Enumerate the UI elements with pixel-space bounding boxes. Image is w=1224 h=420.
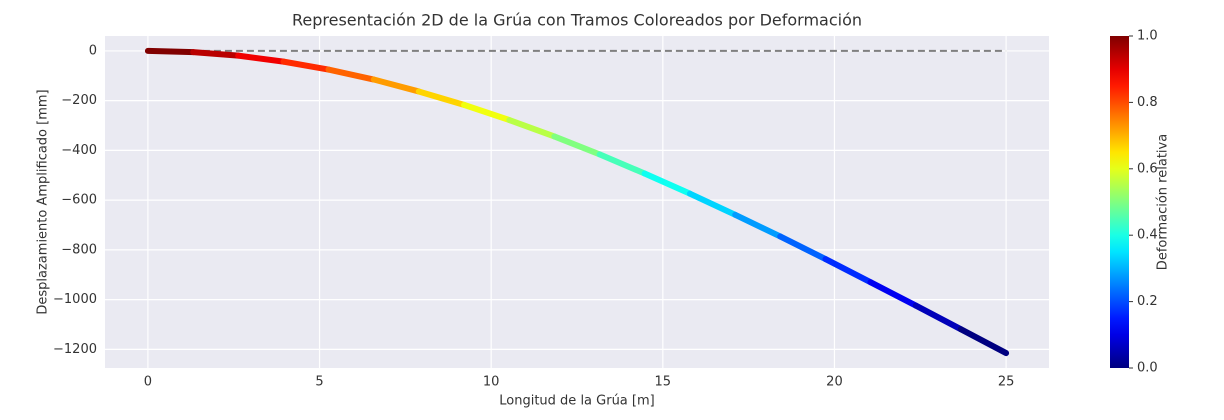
crane-segment — [144, 47, 197, 56]
crane-segment — [461, 101, 513, 124]
colorbar-label: Deformación relativa — [1156, 134, 1171, 270]
y-tick-label: −200 — [61, 93, 97, 108]
chart-title: Representación 2D de la Grúa con Tramos … — [292, 11, 862, 30]
y-tick-label: −400 — [61, 143, 97, 158]
crane-segment — [596, 151, 648, 177]
y-tick-label: −600 — [61, 193, 97, 208]
crane-segment — [777, 233, 829, 263]
colorbar-tick-label: 0.6 — [1137, 161, 1158, 176]
x-tick-label: 10 — [483, 375, 500, 390]
x-tick-label: 20 — [826, 375, 843, 390]
x-tick-label: 5 — [315, 375, 323, 390]
y-tick-label: 0 — [89, 43, 97, 58]
x-tick-label: 0 — [144, 375, 152, 390]
x-tick-label: 15 — [655, 375, 672, 390]
colorbar-tick-label: 0.8 — [1137, 95, 1158, 110]
colorbar-tick-label: 1.0 — [1137, 29, 1158, 44]
y-tick-label: −1000 — [53, 292, 97, 307]
crane-segment — [732, 211, 784, 240]
colorbar-tick-label: 0.4 — [1137, 228, 1158, 243]
crane-segment — [867, 279, 919, 309]
y-tick-label: −1200 — [53, 342, 97, 357]
plot-background — [105, 36, 1049, 368]
crane-segment — [506, 117, 558, 140]
x-axis-label: Longitud de la Grúa [m] — [499, 394, 654, 409]
y-axis-label: Desplazamiento Amplificado [mm] — [36, 89, 51, 314]
crane-segment — [190, 49, 242, 59]
colorbar — [1110, 36, 1129, 368]
crane-segment — [822, 256, 874, 286]
crane-segment — [415, 88, 468, 108]
crane-segment — [551, 133, 603, 158]
crane-segment — [686, 190, 739, 218]
y-tick-label: −800 — [61, 242, 97, 257]
crane-segment — [957, 326, 1010, 357]
crane-segment — [370, 76, 422, 95]
crane-segment — [912, 302, 964, 333]
crane-segment — [280, 58, 332, 73]
crane-segment — [235, 52, 287, 65]
x-tick-label: 25 — [998, 375, 1015, 390]
colorbar-tick-label: 0.0 — [1137, 361, 1158, 376]
crane-segment — [641, 170, 693, 197]
crane-segment — [325, 66, 377, 83]
colorbar-tick-label: 0.2 — [1137, 294, 1158, 309]
